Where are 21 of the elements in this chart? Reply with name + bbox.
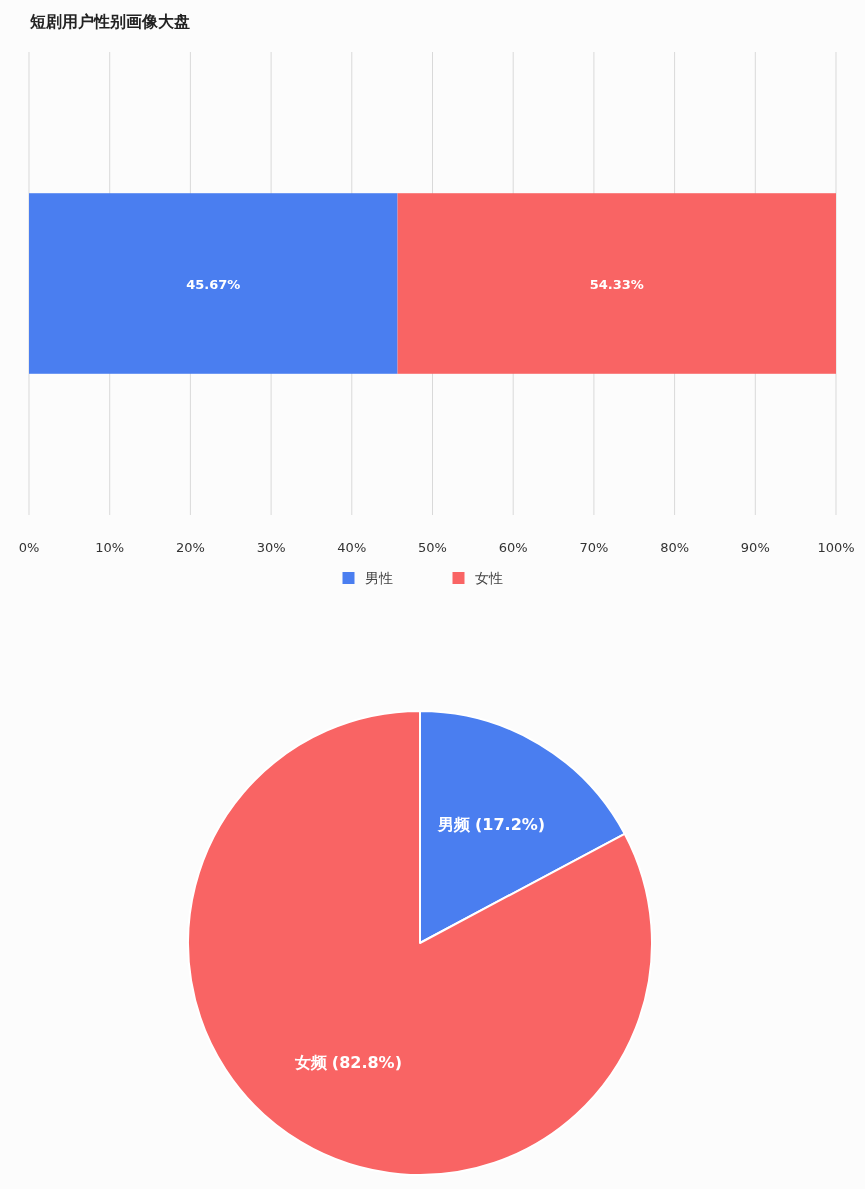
x-tick-label: 10%	[95, 540, 125, 555]
slice-label: 男频	[437, 814, 472, 834]
data-label: (82.8%)	[331, 1053, 402, 1073]
x-tick-label: 50%	[418, 540, 447, 555]
x-tick-label: 0%	[18, 540, 40, 555]
pie-slice	[187, 710, 653, 1176]
data-label: 54.33%	[589, 276, 644, 292]
chart-title: 短剧用户性别画像大盘	[29, 12, 190, 31]
legend-label: 男性	[364, 570, 393, 586]
legend-label: 女性	[474, 570, 503, 586]
x-tick-label: 70%	[579, 540, 609, 555]
data-label: (17.2%)	[475, 814, 546, 834]
data-label: 45.67%	[186, 276, 241, 292]
x-tick-label: 30%	[256, 540, 286, 555]
x-tick-label: 40%	[337, 540, 367, 555]
x-tick-label: 80%	[660, 540, 690, 555]
x-tick-label: 100%	[817, 540, 855, 555]
x-tick-label: 60%	[498, 540, 528, 555]
x-tick-label: 90%	[740, 540, 770, 555]
slice-label: 女频	[293, 1053, 328, 1073]
x-tick-label: 20%	[175, 540, 205, 555]
